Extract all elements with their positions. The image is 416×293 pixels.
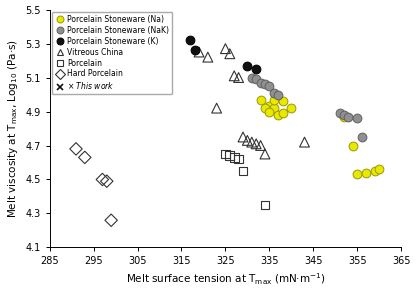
Point — [82, 155, 88, 160]
Point — [275, 113, 282, 117]
Point — [244, 138, 251, 143]
Point — [262, 152, 268, 156]
Point — [266, 84, 273, 88]
Point — [301, 140, 308, 144]
Point — [253, 67, 260, 71]
Point — [270, 91, 277, 95]
Point — [376, 167, 383, 172]
Point — [257, 80, 264, 85]
Point — [262, 203, 268, 207]
Point — [275, 92, 282, 97]
Point — [222, 152, 229, 156]
Point — [235, 157, 242, 161]
Point — [248, 140, 255, 144]
Point — [226, 51, 233, 56]
Point — [279, 111, 286, 115]
Point — [288, 106, 295, 110]
Point — [270, 97, 277, 102]
Point — [341, 114, 347, 119]
Point — [231, 155, 238, 160]
Point — [358, 135, 365, 139]
Point — [108, 218, 114, 223]
Y-axis label: Melt viscosity at T$_\mathrm{max}$, Log$_{10}$ (Pa·s): Melt viscosity at T$_\mathrm{max}$, Log$… — [5, 39, 20, 218]
Legend: Porcelain Stoneware (Na), Porcelain Stoneware (NaK), Porcelain Stoneware (K), Vi: Porcelain Stoneware (Na), Porcelain Ston… — [52, 12, 172, 94]
Point — [279, 99, 286, 104]
Point — [371, 169, 378, 173]
Point — [266, 109, 273, 114]
Point — [235, 75, 242, 80]
Point — [240, 135, 246, 139]
X-axis label: Melt surface tension at T$_\mathrm{max}$ (mN·m$^{-1}$): Melt surface tension at T$_\mathrm{max}$… — [126, 272, 325, 287]
Point — [354, 116, 361, 121]
Point — [104, 179, 110, 183]
Point — [262, 82, 268, 87]
Point — [341, 113, 347, 117]
Point — [205, 55, 211, 59]
Point — [213, 106, 220, 110]
Point — [270, 106, 277, 110]
Point — [222, 46, 229, 51]
Point — [191, 48, 198, 53]
Point — [196, 50, 202, 54]
Point — [99, 177, 106, 182]
Point — [244, 63, 251, 68]
Point — [253, 142, 260, 146]
Point — [354, 172, 361, 177]
Point — [187, 38, 193, 42]
Point — [266, 104, 273, 109]
Point — [262, 106, 268, 110]
Point — [257, 97, 264, 102]
Point — [363, 170, 369, 175]
Point — [231, 74, 238, 78]
Point — [345, 114, 352, 119]
Point — [73, 146, 79, 151]
Point — [349, 143, 356, 148]
Point — [226, 153, 233, 158]
Point — [248, 75, 255, 80]
Point — [257, 143, 264, 148]
Point — [337, 111, 343, 115]
Point — [253, 77, 260, 81]
Point — [240, 169, 246, 173]
